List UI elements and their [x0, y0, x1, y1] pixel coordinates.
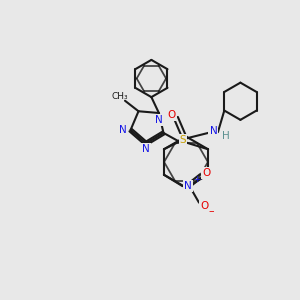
Text: N: N — [119, 125, 127, 135]
Text: +: + — [193, 175, 201, 184]
Text: –: – — [209, 206, 214, 216]
Text: N: N — [155, 115, 163, 124]
Text: CH₃: CH₃ — [111, 92, 128, 101]
Text: O: O — [202, 168, 211, 178]
Text: N: N — [209, 126, 217, 136]
Text: N: N — [184, 181, 192, 191]
Text: S: S — [180, 135, 186, 145]
Text: N: N — [142, 145, 150, 154]
Text: O: O — [167, 110, 175, 120]
Text: H: H — [221, 131, 229, 141]
Text: O: O — [200, 201, 208, 211]
